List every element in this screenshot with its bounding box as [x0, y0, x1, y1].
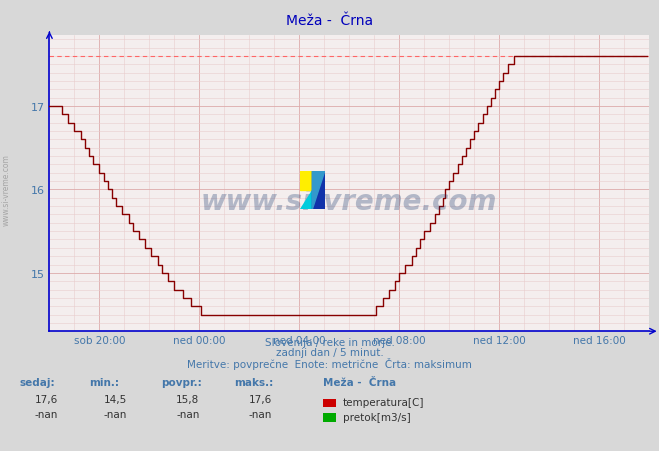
- Text: -nan: -nan: [103, 409, 127, 419]
- Text: pretok[m3/s]: pretok[m3/s]: [343, 412, 411, 422]
- Text: www.si-vreme.com: www.si-vreme.com: [2, 153, 11, 226]
- Text: 17,6: 17,6: [34, 394, 58, 404]
- Bar: [312, 171, 325, 210]
- Text: 15,8: 15,8: [176, 394, 200, 404]
- Text: -nan: -nan: [34, 409, 58, 419]
- Text: -nan: -nan: [176, 409, 200, 419]
- Text: temperatura[C]: temperatura[C]: [343, 397, 424, 407]
- Polygon shape: [312, 171, 325, 210]
- Polygon shape: [300, 190, 312, 210]
- Text: povpr.:: povpr.:: [161, 377, 202, 387]
- Text: min.:: min.:: [89, 377, 119, 387]
- Text: Meža -  Črna: Meža - Črna: [323, 377, 396, 387]
- Text: Slovenija / reke in morje.: Slovenija / reke in morje.: [264, 337, 395, 347]
- Text: zadnji dan / 5 minut.: zadnji dan / 5 minut.: [275, 347, 384, 357]
- Bar: [300, 171, 312, 190]
- Text: Meritve: povprečne  Enote: metrične  Črta: maksimum: Meritve: povprečne Enote: metrične Črta:…: [187, 357, 472, 369]
- Text: -nan: -nan: [248, 409, 272, 419]
- Text: sedaj:: sedaj:: [20, 377, 55, 387]
- Text: Meža -  Črna: Meža - Črna: [286, 14, 373, 28]
- Text: 14,5: 14,5: [103, 394, 127, 404]
- Text: maks.:: maks.:: [234, 377, 273, 387]
- Text: 17,6: 17,6: [248, 394, 272, 404]
- Text: www.si-vreme.com: www.si-vreme.com: [201, 188, 498, 216]
